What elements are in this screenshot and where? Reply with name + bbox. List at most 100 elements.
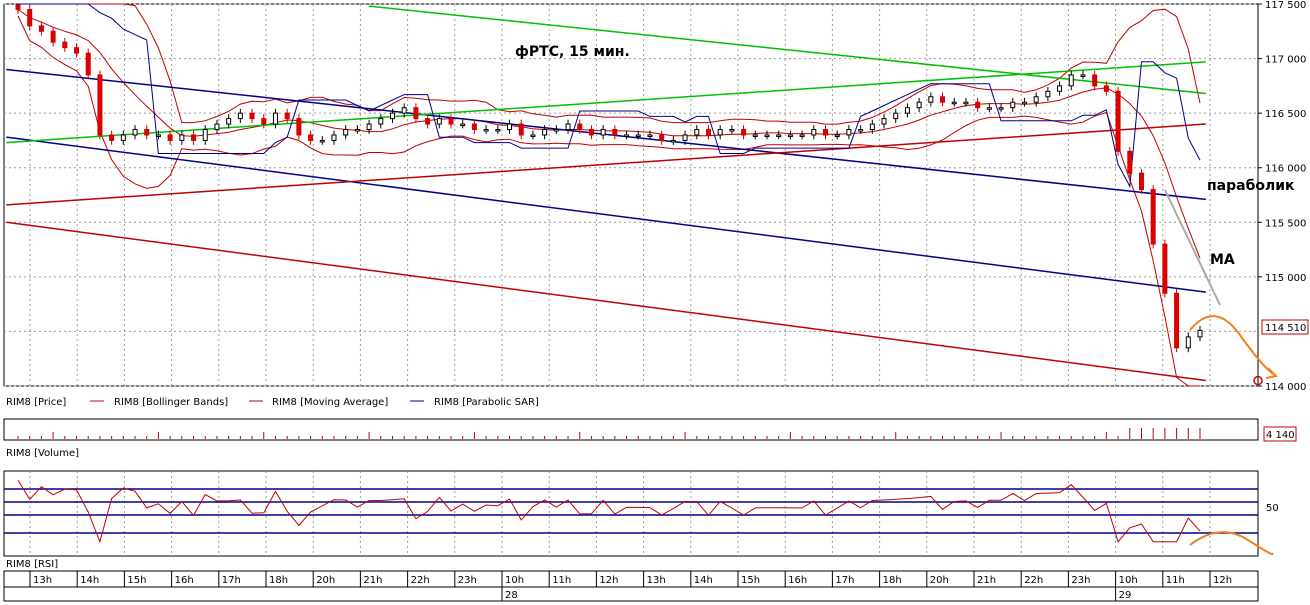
- y-tick-label-4: 116 000: [1265, 164, 1306, 175]
- price-forecast-arrow: [1189, 315, 1276, 376]
- candle-body-25: [308, 134, 314, 141]
- candle-body-98: [1162, 243, 1168, 294]
- candle-body-27: [331, 134, 337, 141]
- time-label-2: 15h: [127, 575, 146, 586]
- time-label-14: 14h: [694, 575, 713, 586]
- y-tick-label-5: 116 500: [1265, 109, 1306, 120]
- candle-body-32: [389, 112, 395, 120]
- bollinger-bands: [17, 3, 1201, 387]
- time-label-8: 22h: [411, 575, 430, 586]
- candle-body-33: [401, 107, 407, 114]
- candle-body-65: [776, 134, 782, 137]
- candle-body-13: [167, 134, 173, 141]
- candle-body-80: [951, 101, 957, 105]
- candle-body-91: [1080, 74, 1086, 77]
- grid: [4, 3, 1258, 556]
- candle-body-86: [1021, 101, 1027, 105]
- candle-body-7: [97, 74, 103, 136]
- y-tick-label-0: 114 000: [1265, 382, 1306, 393]
- candle-body-84: [998, 107, 1004, 110]
- time-label-10: 10h: [505, 575, 524, 586]
- candle-body-53: [635, 134, 641, 137]
- candle-body-95: [1127, 150, 1133, 174]
- legend-ma: RIM8 [Moving Average]: [272, 397, 388, 408]
- candle-body-41: [495, 129, 501, 132]
- candle-body-49: [588, 129, 594, 136]
- green-falling: [369, 5, 1206, 95]
- candle-body-54: [647, 134, 653, 137]
- ma-forecast-line: [1164, 189, 1221, 306]
- candle-body-20: [249, 112, 255, 120]
- rsi-line: [17, 479, 1201, 544]
- candle-body-29: [354, 129, 360, 132]
- candle-body-69: [823, 129, 829, 136]
- candle-body-76: [904, 107, 910, 114]
- time-label-18: 18h: [883, 575, 902, 586]
- candle-body-72: [858, 129, 864, 132]
- candle-body-101: [1197, 329, 1203, 338]
- date-label-0: 28: [505, 590, 518, 601]
- candle-body-47: [565, 123, 571, 131]
- volume-pane-label: RIM8 [Volume]: [6, 448, 79, 459]
- candle-body-3: [50, 30, 56, 43]
- candle-body-96: [1138, 172, 1144, 191]
- candle-body-61: [729, 129, 735, 132]
- time-label-21: 22h: [1024, 575, 1043, 586]
- candle-body-9: [120, 134, 126, 141]
- candle-body-14: [179, 134, 185, 141]
- candle-body-36: [436, 118, 442, 125]
- time-label-16: 16h: [788, 575, 807, 586]
- y-tick-label-7: 117 500: [1265, 0, 1306, 11]
- candle-body-74: [881, 118, 887, 125]
- candle-body-99: [1174, 292, 1180, 349]
- rsi-pane-label: RIM8 [RSI]: [6, 559, 58, 570]
- last-price-label: 114 510: [1265, 323, 1306, 334]
- time-label-24: 11h: [1166, 575, 1185, 586]
- legend-price: RIM8 [Price]: [6, 397, 66, 408]
- parabolic-annotation: параболик: [1207, 178, 1295, 194]
- candle-body-55: [659, 134, 665, 141]
- candle-body-0: [15, 4, 21, 10]
- time-axis-labels: 13h 14h 15h 16h 17h 18h 20h 21h 22h 23h 10h 11h 12h 1…: [29, 571, 1232, 601]
- candle-body-88: [1045, 90, 1051, 98]
- price-pane: [3, 3, 1259, 387]
- candle-body-79: [940, 96, 946, 103]
- time-label-23: 10h: [1119, 575, 1138, 586]
- ma-annotation: MA: [1210, 252, 1235, 268]
- price-axis: 114 000 115 000 115 500 116 000 116 500 117 0…: [1258, 0, 1306, 393]
- time-label-15: 15h: [741, 575, 760, 586]
- candle-body-39: [471, 123, 477, 131]
- legend-bollinger: RIM8 [Bollinger Bands]: [114, 397, 228, 408]
- candle-body-57: [682, 134, 688, 141]
- date-label-1: 29: [1119, 590, 1132, 601]
- candle-body-38: [460, 123, 466, 127]
- candle-body-22: [272, 112, 278, 125]
- candle-body-19: [237, 112, 243, 120]
- candle-body-67: [799, 134, 805, 137]
- candle-body-10: [132, 129, 138, 136]
- candle-body-11: [144, 129, 150, 136]
- time-label-6: 20h: [316, 575, 335, 586]
- time-label-0: 13h: [33, 575, 52, 586]
- candle-body-97: [1150, 189, 1156, 245]
- candle-body-66: [787, 134, 793, 137]
- time-label-9: 23h: [458, 575, 477, 586]
- candle-body-28: [343, 129, 349, 136]
- candle-body-93: [1103, 85, 1109, 92]
- candle-body-89: [1057, 85, 1063, 92]
- candle-body-26: [319, 139, 325, 143]
- candle-body-21: [261, 118, 267, 125]
- candle-body-1: [27, 8, 33, 27]
- candle-body-5: [74, 47, 80, 54]
- candle-body-35: [425, 118, 431, 125]
- volume-bars: [17, 428, 1201, 439]
- candle-body-16: [202, 129, 208, 141]
- time-label-1: 14h: [80, 575, 99, 586]
- candle-body-94: [1115, 90, 1121, 152]
- candle-body-81: [963, 101, 969, 105]
- candle-body-18: [226, 118, 232, 125]
- legend-sar: RIM8 [Parabolic SAR]: [434, 397, 539, 408]
- red-falling: [6, 221, 1206, 382]
- time-label-22: 23h: [1071, 575, 1090, 586]
- candle-body-83: [986, 107, 992, 110]
